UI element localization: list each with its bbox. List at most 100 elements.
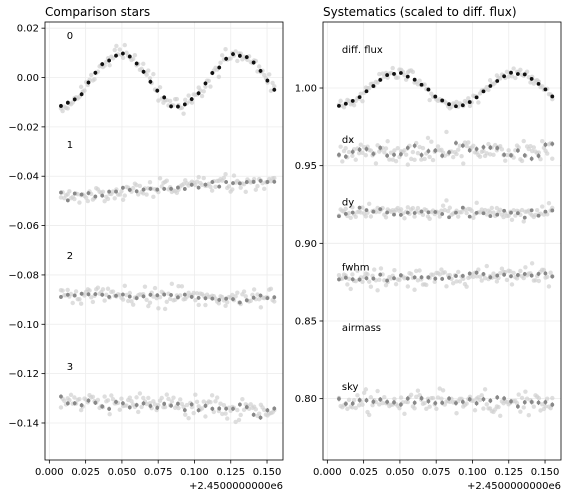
- binned-point: [529, 77, 534, 81]
- raw-point: [214, 395, 220, 400]
- raw-point: [134, 395, 139, 400]
- raw-point: [450, 281, 456, 286]
- raw-point: [199, 182, 205, 188]
- raw-point: [519, 158, 525, 164]
- raw-point: [533, 278, 538, 283]
- raw-point: [164, 392, 169, 397]
- binned-point: [502, 74, 507, 79]
- raw-point: [482, 387, 488, 392]
- raw-point: [472, 408, 478, 413]
- raw-point: [457, 279, 463, 284]
- raw-point: [201, 89, 206, 94]
- raw-point: [184, 402, 190, 408]
- raw-point: [338, 144, 343, 149]
- raw-point: [253, 407, 259, 412]
- y-tick-label: −0.14: [8, 418, 39, 429]
- raw-point: [70, 100, 75, 105]
- binned-point: [343, 275, 348, 280]
- raw-point: [366, 279, 372, 284]
- raw-point: [545, 274, 550, 280]
- binned-point: [364, 89, 369, 94]
- raw-point: [471, 398, 476, 404]
- raw-point: [209, 188, 215, 193]
- raw-point: [127, 395, 133, 400]
- raw-point: [77, 297, 82, 302]
- x-tick-label: 0.000: [35, 467, 64, 478]
- raw-point: [146, 395, 151, 401]
- raw-point: [528, 144, 533, 149]
- binned-point: [460, 143, 465, 148]
- raw-point: [82, 88, 87, 93]
- binned-point: [488, 275, 493, 280]
- raw-point: [365, 272, 370, 277]
- raw-point: [415, 278, 421, 283]
- raw-point: [491, 152, 496, 158]
- raw-point: [221, 402, 227, 408]
- annotation-label: 0: [67, 31, 73, 42]
- binned-point: [550, 141, 555, 146]
- raw-point: [440, 203, 446, 208]
- binned-point: [79, 403, 84, 408]
- raw-point: [499, 147, 505, 152]
- raw-point: [509, 74, 515, 79]
- raw-point: [356, 150, 362, 156]
- binned-point: [114, 399, 118, 404]
- raw-point: [373, 161, 379, 166]
- raw-point: [167, 98, 173, 104]
- raw-point: [464, 401, 469, 406]
- raw-point: [213, 399, 218, 404]
- raw-point: [110, 289, 116, 294]
- raw-point: [77, 396, 82, 402]
- y-tick-label: 1.00: [295, 84, 317, 95]
- raw-point: [435, 144, 441, 149]
- binned-point: [405, 396, 410, 401]
- raw-point: [194, 179, 200, 184]
- raw-point: [167, 296, 173, 302]
- y-axis: 0.02 0.00 −0.02 −0.04 −0.06 −0.08 −0.10 −0.12 −0…: [8, 24, 45, 429]
- raw-point: [223, 411, 228, 416]
- series-2: [336, 198, 555, 224]
- binned-point: [86, 80, 91, 85]
- raw-point: [479, 393, 484, 398]
- raw-point: [209, 393, 215, 398]
- raw-point: [241, 407, 247, 413]
- raw-point: [226, 184, 232, 189]
- raw-point: [456, 214, 461, 219]
- binned-point: [72, 293, 77, 298]
- binned-point: [182, 102, 187, 107]
- binned-point: [196, 185, 201, 190]
- binned-point: [364, 208, 369, 213]
- binned-point: [371, 84, 376, 88]
- binned-point: [522, 215, 527, 220]
- raw-point: [194, 291, 200, 296]
- raw-point: [466, 140, 471, 145]
- binned-point: [237, 300, 242, 305]
- raw-point: [256, 64, 262, 69]
- raw-point: [360, 150, 365, 156]
- raw-point: [492, 142, 498, 148]
- binned-point: [65, 198, 70, 203]
- raw-point: [484, 263, 489, 269]
- binned-point: [378, 272, 383, 277]
- raw-point: [454, 99, 459, 105]
- raw-point: [368, 284, 374, 289]
- raw-point: [405, 205, 411, 210]
- raw-point: [78, 84, 84, 90]
- x-offset-label: +2.4500000000e6: [467, 481, 561, 492]
- binned-point: [127, 54, 132, 59]
- raw-point: [95, 397, 101, 403]
- raw-point: [491, 271, 496, 276]
- binned-point: [107, 58, 112, 63]
- binned-point: [392, 152, 396, 157]
- binned-point: [515, 404, 520, 409]
- raw-point: [262, 186, 267, 192]
- raw-point: [477, 154, 483, 159]
- binned-point: [419, 153, 424, 157]
- raw-point: [348, 286, 353, 292]
- raw-point: [346, 98, 352, 104]
- x-tick-label: 0.075: [422, 467, 451, 478]
- binned-point: [162, 292, 167, 297]
- raw-point: [383, 215, 389, 220]
- binned-point: [350, 277, 355, 282]
- binned-point: [203, 296, 208, 301]
